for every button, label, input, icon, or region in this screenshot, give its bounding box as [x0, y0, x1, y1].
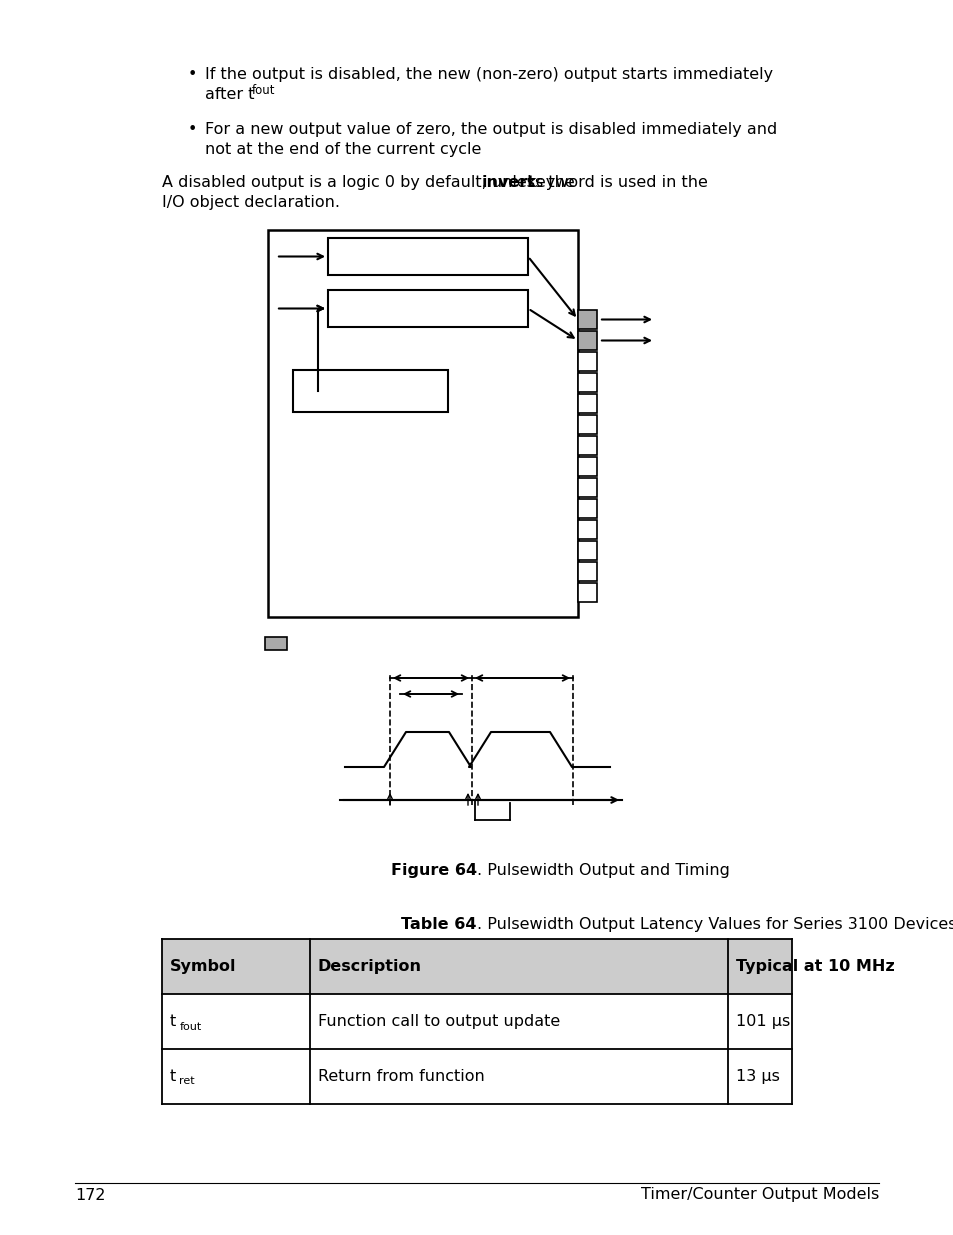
Text: Return from function: Return from function [317, 1070, 484, 1084]
Bar [162, 1049, 791, 1104]
Text: I/O object declaration.: I/O object declaration. [162, 195, 339, 210]
Text: •: • [188, 122, 197, 137]
Text: A disabled output is a logic 0 by default, unless the: A disabled output is a logic 0 by defaul… [162, 175, 579, 190]
Bar [578, 352, 597, 370]
Text: If the output is disabled, the new (non-zero) output starts immediately: If the output is disabled, the new (non-… [205, 67, 772, 82]
Text: Description: Description [317, 960, 421, 974]
Text: •: • [188, 67, 197, 82]
Text: Figure 64: Figure 64 [391, 863, 476, 878]
Bar [328, 238, 527, 275]
Bar [265, 637, 287, 650]
Bar [578, 394, 597, 412]
Text: ret: ret [179, 1077, 194, 1087]
Bar [578, 373, 597, 391]
Text: Function call to output update: Function call to output update [317, 1014, 559, 1029]
Bar [578, 499, 597, 517]
Text: after t: after t [205, 86, 254, 103]
Text: For a new output value of zero, the output is disabled immediately and: For a new output value of zero, the outp… [205, 122, 777, 137]
Text: 13 μs: 13 μs [735, 1070, 779, 1084]
Text: Table 64: Table 64 [401, 918, 476, 932]
Bar [578, 457, 597, 475]
Bar [578, 331, 597, 350]
Text: Symbol: Symbol [170, 960, 236, 974]
Text: fout: fout [180, 1021, 202, 1031]
Bar [328, 290, 527, 327]
Bar [268, 230, 578, 618]
Bar [578, 541, 597, 559]
Bar [578, 310, 597, 329]
Bar [578, 520, 597, 538]
Bar [578, 415, 597, 433]
Text: keyword is used in the: keyword is used in the [521, 175, 707, 190]
Text: 172: 172 [75, 1188, 106, 1203]
Text: . Pulsewidth Output and Timing: . Pulsewidth Output and Timing [476, 863, 729, 878]
Bar [293, 370, 448, 412]
Bar [578, 583, 597, 601]
Text: invert: invert [481, 175, 536, 190]
Bar [162, 939, 791, 994]
Bar [578, 478, 597, 496]
Bar [578, 562, 597, 580]
Bar [578, 436, 597, 454]
Text: t: t [170, 1014, 176, 1029]
Bar [162, 994, 791, 1049]
Text: not at the end of the current cycle: not at the end of the current cycle [205, 142, 481, 157]
Text: fout: fout [252, 84, 275, 98]
Text: . Pulsewidth Output Latency Values for Series 3100 Devices: . Pulsewidth Output Latency Values for S… [476, 918, 953, 932]
Text: t: t [170, 1070, 176, 1084]
Text: Timer/Counter Output Models: Timer/Counter Output Models [640, 1188, 878, 1203]
Text: 101 μs: 101 μs [735, 1014, 789, 1029]
Text: Typical at 10 MHz: Typical at 10 MHz [735, 960, 894, 974]
